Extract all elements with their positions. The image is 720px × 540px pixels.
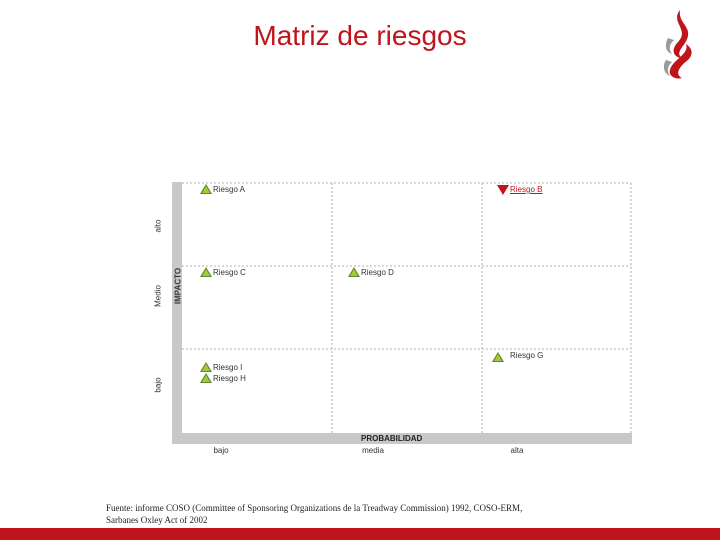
- risk-b-marker-icon: [497, 185, 509, 195]
- risk-i-marker-icon: [200, 362, 212, 372]
- slide-title: Matriz de riesgos: [253, 20, 467, 51]
- x-axis-bar: [172, 433, 632, 444]
- risk-c-label: Riesgo C: [213, 268, 246, 277]
- risk-c-marker-icon: [200, 267, 212, 277]
- risk-h-marker-icon: [200, 373, 212, 383]
- risk-b-label: Riesgo B: [510, 185, 543, 194]
- x-level-low: bajo: [213, 446, 229, 455]
- risk-d-label: Riesgo D: [361, 268, 394, 277]
- y-level-high: alto: [153, 219, 163, 233]
- y-axis-title: IMPACTO: [173, 267, 183, 305]
- flame-logo-icon: [663, 10, 692, 79]
- risk-d-marker-icon: [348, 267, 360, 277]
- risk-g-marker-icon: [492, 352, 504, 362]
- footer-bar: [0, 528, 720, 540]
- x-level-medium: media: [362, 446, 384, 455]
- y-level-medium: Medio: [153, 285, 163, 307]
- risk-a-label: Riesgo A: [213, 185, 246, 194]
- source-line-2: Sarbanes Oxley Act of 2002: [106, 515, 208, 525]
- source-line-1: Fuente: informe COSO (Committee of Spons…: [106, 503, 523, 513]
- x-axis-title: PROBABILIDAD: [361, 434, 423, 443]
- risk-a-marker-icon: [200, 184, 212, 194]
- risk-g-label: Riesgo G: [510, 351, 544, 360]
- source-note: Fuente: informe COSO (Committee of Spons…: [106, 502, 606, 526]
- y-level-low: bajo: [153, 377, 163, 393]
- risk-i-label: Riesgo I: [213, 363, 243, 372]
- x-level-high: alta: [510, 446, 524, 455]
- y-axis-bar: [172, 182, 182, 444]
- risk-h-label: Riesgo H: [213, 374, 246, 383]
